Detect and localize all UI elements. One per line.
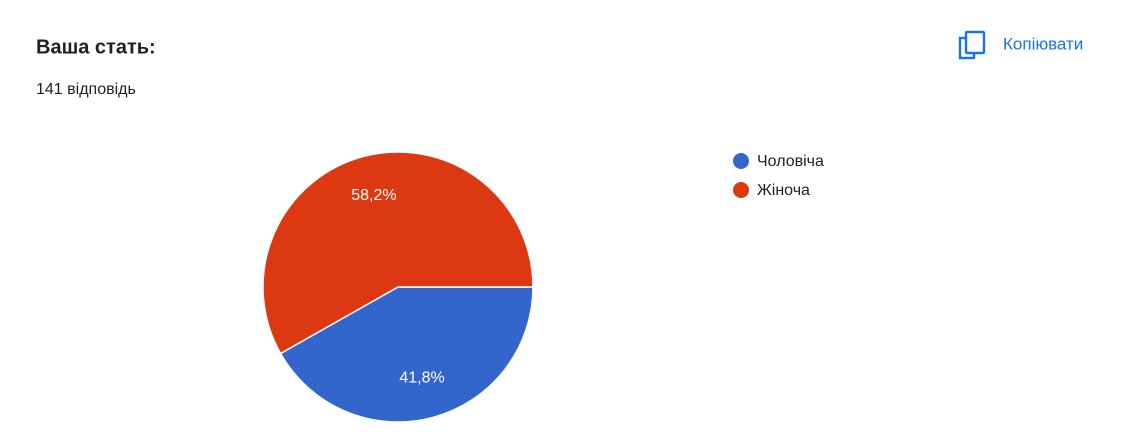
legend-marker	[733, 182, 749, 198]
slice-label: 41,8%	[399, 370, 444, 387]
pie-slice	[262, 151, 534, 355]
pie-slice	[279, 286, 534, 423]
copy-button[interactable]: Копіювати	[958, 30, 1083, 60]
response-count: 141 відповідь	[36, 81, 136, 98]
chart-title: Ваша стать:	[36, 36, 156, 58]
legend-label: Жіноча	[757, 182, 810, 199]
slice-label: 58,2%	[351, 187, 396, 204]
copy-icon-front	[964, 30, 986, 55]
copy-label[interactable]: Копіювати	[1003, 34, 1083, 53]
legend-label: Чоловіча	[757, 153, 824, 170]
legend-marker	[733, 153, 749, 169]
